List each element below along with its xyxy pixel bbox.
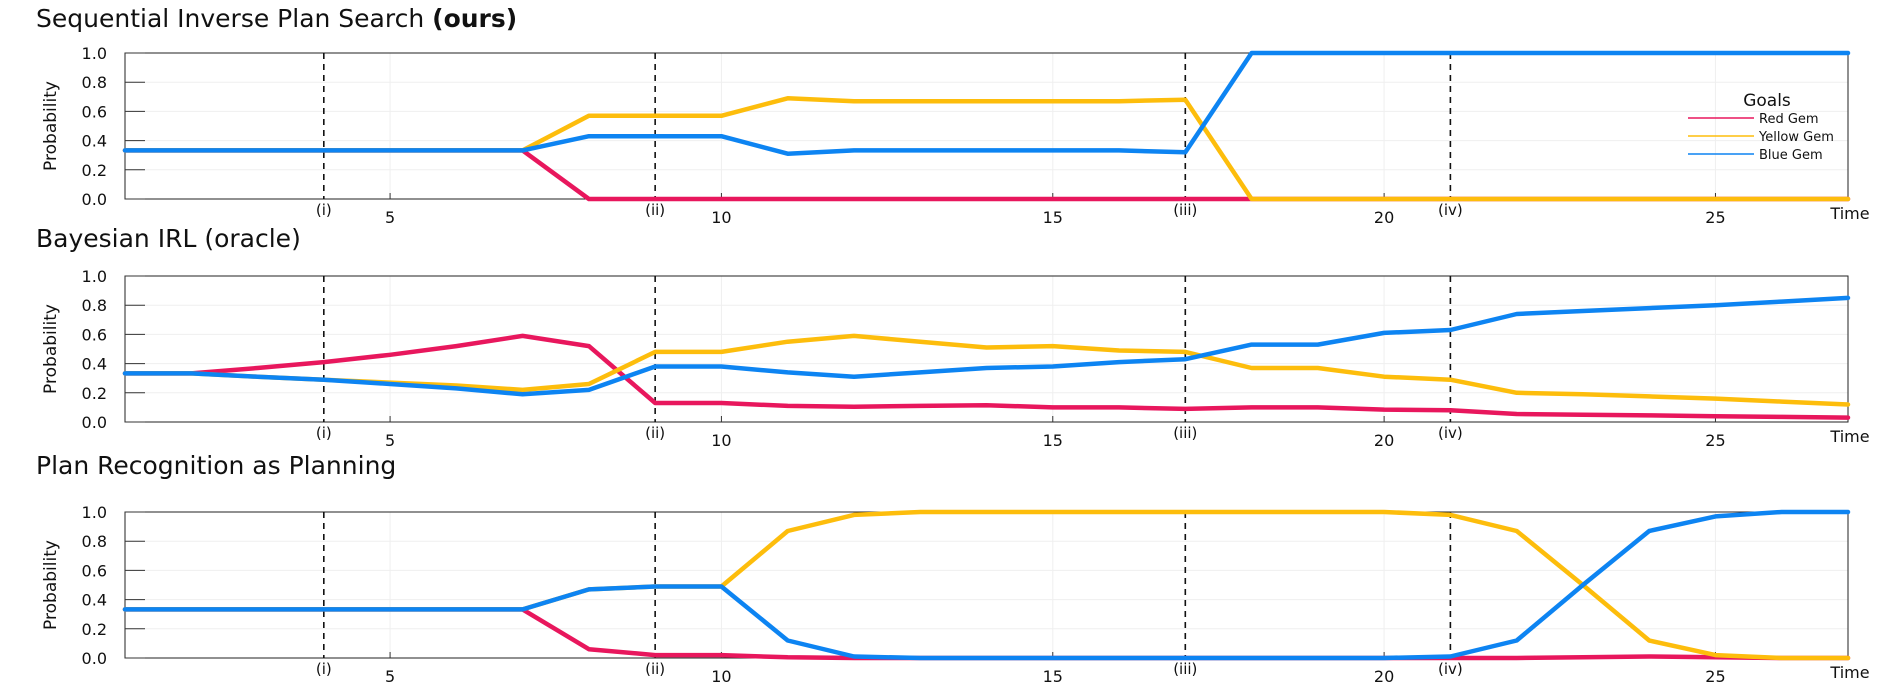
x-axis-label: Time	[1829, 204, 1869, 223]
marker-label: (iii)	[1173, 660, 1197, 678]
y-axis-label: Probability	[41, 540, 61, 630]
chart-title-bold: (ours)	[432, 4, 518, 33]
x-tick-label: 5	[385, 667, 395, 686]
y-tick-label: 0.6	[82, 325, 107, 344]
y-tick-label: 0.2	[82, 384, 107, 403]
y-tick-label: 0.4	[82, 591, 107, 610]
x-tick-label: 10	[711, 208, 731, 227]
y-tick-label: 0.2	[82, 161, 107, 180]
plot-frame	[124, 511, 1849, 659]
marker-label: (ii)	[645, 201, 665, 219]
grid	[125, 52, 1848, 200]
x-tick-label: 10	[711, 667, 731, 686]
line-chart-birl: 0.0 0.2 0.4 0.6 0.8 1.0 5 10 15 20 25 Time Probabili…	[41, 267, 1870, 450]
line-chart-prp: 0.0 0.2 0.4 0.6 0.8 1.0 5 10 15 20 25 Time Probabili…	[41, 503, 1870, 686]
y-tick-label: 0.8	[82, 73, 107, 92]
y-axis-label: Probability	[41, 304, 61, 394]
x-tick-label: 5	[385, 208, 395, 227]
legend-label: Red Gem	[1759, 112, 1819, 127]
chart-panel-prp: Plan Recognition as Planning 0.0 0.2 0.4 0.…	[0, 448, 1894, 696]
y-tick-label: 0.6	[82, 102, 107, 121]
y-tick-label: 0.2	[82, 620, 107, 639]
x-tick-label: 15	[1043, 431, 1063, 450]
line-chart-sips: 0.0 0.2 0.4 0.6 0.8 1.0 5 10 15 20 25 Time Probabili…	[41, 44, 1870, 227]
y-tick-label: 0.6	[82, 561, 107, 580]
x-tick-label: 15	[1043, 208, 1063, 227]
chart-title-text: Bayesian IRL (oracle)	[36, 224, 301, 253]
chart-title-text: Sequential Inverse Plan Search	[36, 4, 425, 33]
legend-label: Blue Gem	[1759, 148, 1823, 163]
series-line-red-gem	[122, 148, 1851, 202]
marker-label: (iv)	[1438, 660, 1463, 678]
series-line-red-gem	[122, 333, 1851, 420]
chart-title: Plan Recognition as Planning	[36, 451, 396, 481]
marker-label: (ii)	[645, 660, 665, 678]
series-line-red-gem	[122, 607, 1851, 661]
chart-panel-sips: Sequential Inverse Plan Search (ours) 0.…	[0, 0, 1894, 227]
marker-label: (i)	[316, 660, 332, 678]
y-tick-label: 0.8	[82, 296, 107, 315]
y-tick-label: 1.0	[82, 503, 107, 522]
x-tick-label: 20	[1374, 667, 1394, 686]
series-line-blue-gem	[122, 50, 1851, 156]
x-tick-label: 20	[1374, 431, 1394, 450]
marker-label: (iv)	[1438, 424, 1463, 442]
y-tick-label: 0.0	[82, 413, 107, 432]
chart-title-text: Plan Recognition as Planning	[36, 451, 397, 480]
legend-title: Goals	[1743, 91, 1791, 111]
y-tick-label: 0.0	[82, 649, 107, 668]
plot-frame	[124, 275, 1849, 423]
y-axis-label: Probability	[41, 81, 61, 171]
y-tick-label: 0.4	[82, 355, 107, 374]
series-line-blue-gem	[122, 295, 1851, 397]
x-tick-label: 10	[711, 431, 731, 450]
y-tick-label: 1.0	[82, 267, 107, 286]
marker-label: (iii)	[1173, 201, 1197, 219]
series-line-yellow-gem	[122, 509, 1851, 661]
marker-label: (iii)	[1173, 424, 1197, 442]
y-tick-label: 0.8	[82, 532, 107, 551]
x-tick-label: 15	[1043, 667, 1063, 686]
x-axis-label: Time	[1829, 663, 1869, 682]
marker-label: (ii)	[645, 424, 665, 442]
x-axis-label: Time	[1829, 427, 1869, 446]
x-tick-label: 20	[1374, 208, 1394, 227]
x-tick-label: 5	[385, 431, 395, 450]
chart-panel-birl: Bayesian IRL (oracle) 0.0 0.2 0.4 0.6 0.8 1.0…	[0, 224, 1894, 450]
series-line-blue-gem	[122, 509, 1851, 661]
chart-title: Bayesian IRL (oracle)	[36, 224, 301, 254]
grid	[125, 511, 1848, 659]
chart-title: Sequential Inverse Plan Search (ours)	[36, 4, 517, 34]
marker-label: (i)	[316, 201, 332, 219]
x-tick-label: 25	[1705, 208, 1725, 227]
x-tick-label: 25	[1705, 667, 1725, 686]
y-tick-label: 1.0	[82, 44, 107, 63]
y-tick-label: 0.0	[82, 190, 107, 209]
legend-label: Yellow Gem	[1758, 130, 1834, 145]
marker-label: (iv)	[1438, 201, 1463, 219]
y-tick-label: 0.4	[82, 132, 107, 151]
x-tick-label: 25	[1705, 431, 1725, 450]
plot-frame	[124, 52, 1849, 200]
marker-label: (i)	[316, 424, 332, 442]
